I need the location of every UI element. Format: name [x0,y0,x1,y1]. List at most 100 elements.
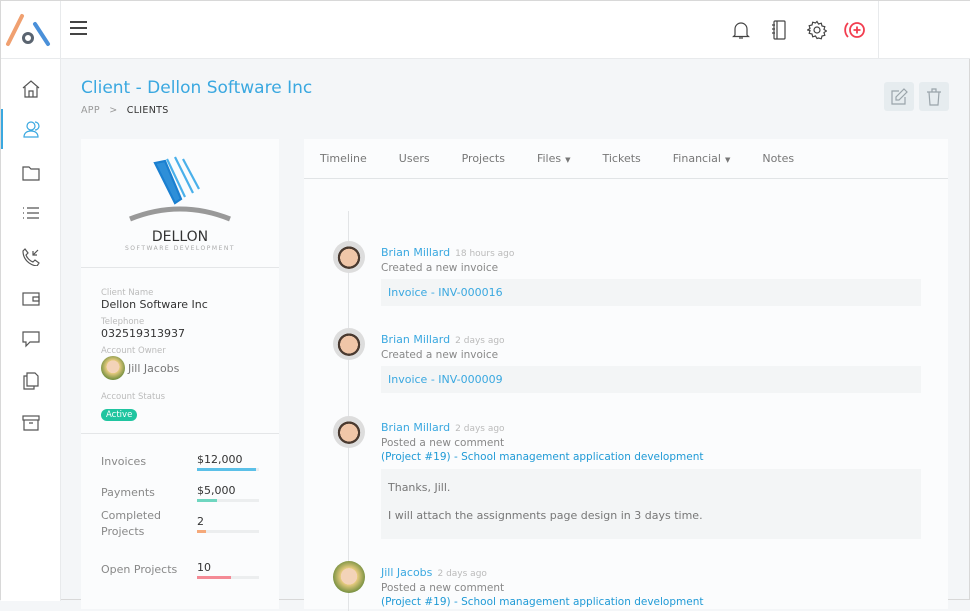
tab-projects[interactable]: Projects [462,139,521,178]
tab-timeline[interactable]: Timeline [320,139,383,178]
sidebar-item-list[interactable] [1,193,61,233]
users-icon [23,121,40,138]
action-text: Posted a new comment [381,437,505,449]
stat-row: Invoices $12,000 [101,446,259,477]
invoice-link[interactable]: Invoice - INV-000016 [381,279,921,306]
stat-value: $12,000 [197,452,243,466]
tab-bar: Timeline Users Projects Files ▼ Tickets Financ… [304,139,948,179]
telephone: 032519313937 [101,327,185,340]
timestamp: 2 days ago [455,336,505,346]
sidebar-item-wallet[interactable] [1,279,61,319]
delete-button[interactable] [919,82,949,111]
stat-value: 2 [197,515,204,528]
project-link[interactable]: (Project #19) - School management applic… [381,451,704,463]
logo-tagline: SOFTWARE DEVELOPMENT [124,245,235,252]
sidebar-item-chat[interactable] [1,319,61,359]
chat-icon [22,331,40,348]
account-status-label: Account Status [101,392,166,402]
project-link[interactable]: (Project #19) - School management applic… [381,596,704,608]
app-logo[interactable] [1,1,61,59]
sidebar-item-archive[interactable] [1,403,61,443]
timeline-line [348,211,349,611]
client-tabs-panel: Timeline Users Projects Files ▼ Tickets Financ… [304,139,948,611]
avatar [333,241,365,273]
edit-button[interactable] [884,82,914,111]
stat-progress-bar [197,467,259,471]
breadcrumb: APP > CLIENTS [81,105,169,116]
sidebar-item-files[interactable] [1,153,61,193]
user-link[interactable]: Brian Millard [381,421,451,434]
user-link[interactable]: Brian Millard [381,333,451,346]
tab-label: Projects [461,152,505,165]
timeline-item: Brian Millard 2 days ago Created a new in… [333,328,923,393]
sidebar [1,59,61,601]
stat-row: Payments $5,000 [101,477,259,508]
tab-tickets[interactable]: Tickets [603,139,657,178]
page-title: Client - Dellon Software Inc [81,78,313,98]
account-owner[interactable]: Jill Jacobs [128,361,180,375]
timestamp: 18 hours ago [455,249,515,259]
timestamp: 2 days ago [455,424,505,434]
sidebar-item-calls[interactable] [1,237,61,277]
avatar [101,356,125,380]
breadcrumb-app[interactable]: APP [81,105,100,116]
phone-icon [22,248,40,266]
stat-label: Payments [101,485,155,499]
stat-value: $5,000 [197,483,236,497]
telephone-label: Telephone [101,317,145,327]
tab-financial[interactable]: Financial ▼ [673,139,747,178]
edit-icon [891,87,908,105]
comment-line: I will attach the assignments page desig… [388,509,703,522]
user-link[interactable]: Brian Millard [381,246,451,259]
stat-label: Completed Projects [101,509,161,538]
sidebar-item-documents[interactable] [1,361,61,401]
client-name-label: Client Name [101,288,154,298]
tab-label: Timeline [320,152,367,165]
add-circle-icon[interactable] [843,18,867,42]
tab-label: Notes [762,152,795,165]
status-badge: Active [101,409,138,421]
avatar [333,328,365,360]
bell-icon[interactable] [729,18,753,42]
tab-notes[interactable]: Notes [762,139,810,178]
tab-label: Tickets [602,152,641,165]
timeline-item: Jill Jacobs 2 days ago Posted a new comme… [333,561,923,608]
gear-icon[interactable] [805,18,829,42]
sidebar-item-home[interactable] [1,69,61,109]
top-bar-divider [878,1,879,59]
top-bar [1,1,970,59]
user-link[interactable]: Jill Jacobs [381,566,433,579]
action-text: Created a new invoice [381,262,499,274]
list-icon [23,207,39,219]
breadcrumb-clients: CLIENTS [126,105,169,116]
action-text: Posted a new comment [381,582,505,594]
tab-label: Financial [672,152,721,165]
client-card: DELLON SOFTWARE DEVELOPMENT Client Name … [81,139,279,609]
action-text: Created a new invoice [381,349,499,361]
invoice-link[interactable]: Invoice - INV-000009 [381,366,921,393]
timeline-item: Brian Millard 18 hours ago Created a new … [333,241,923,306]
trash-icon [927,87,941,106]
stat-label: Invoices [101,454,147,468]
tab-users[interactable]: Users [399,139,446,178]
stat-row: Open Projects 10 [101,554,259,585]
stat-label: Open Projects [101,562,178,576]
timeline-item: Brian Millard 2 days ago Posted a new com… [333,416,923,539]
client-name: Dellon Software Inc [101,298,208,311]
wallet-icon [22,292,40,306]
home-icon [22,80,40,98]
archive-icon [22,415,40,431]
avatar [333,561,365,593]
sidebar-item-clients[interactable] [1,109,61,149]
tab-label: Files [536,152,562,165]
tab-label: Users [398,152,430,165]
folder-icon [22,166,40,181]
timestamp: 2 days ago [437,569,487,579]
avatar [333,416,365,448]
notebook-icon[interactable] [767,18,791,42]
stat-row: Completed Projects 2 [101,508,259,540]
tab-files[interactable]: Files ▼ [537,139,587,178]
account-owner-label: Account Owner [101,346,166,356]
caret-down-icon: ▼ [565,156,571,164]
menu-toggle-icon[interactable] [70,21,87,35]
